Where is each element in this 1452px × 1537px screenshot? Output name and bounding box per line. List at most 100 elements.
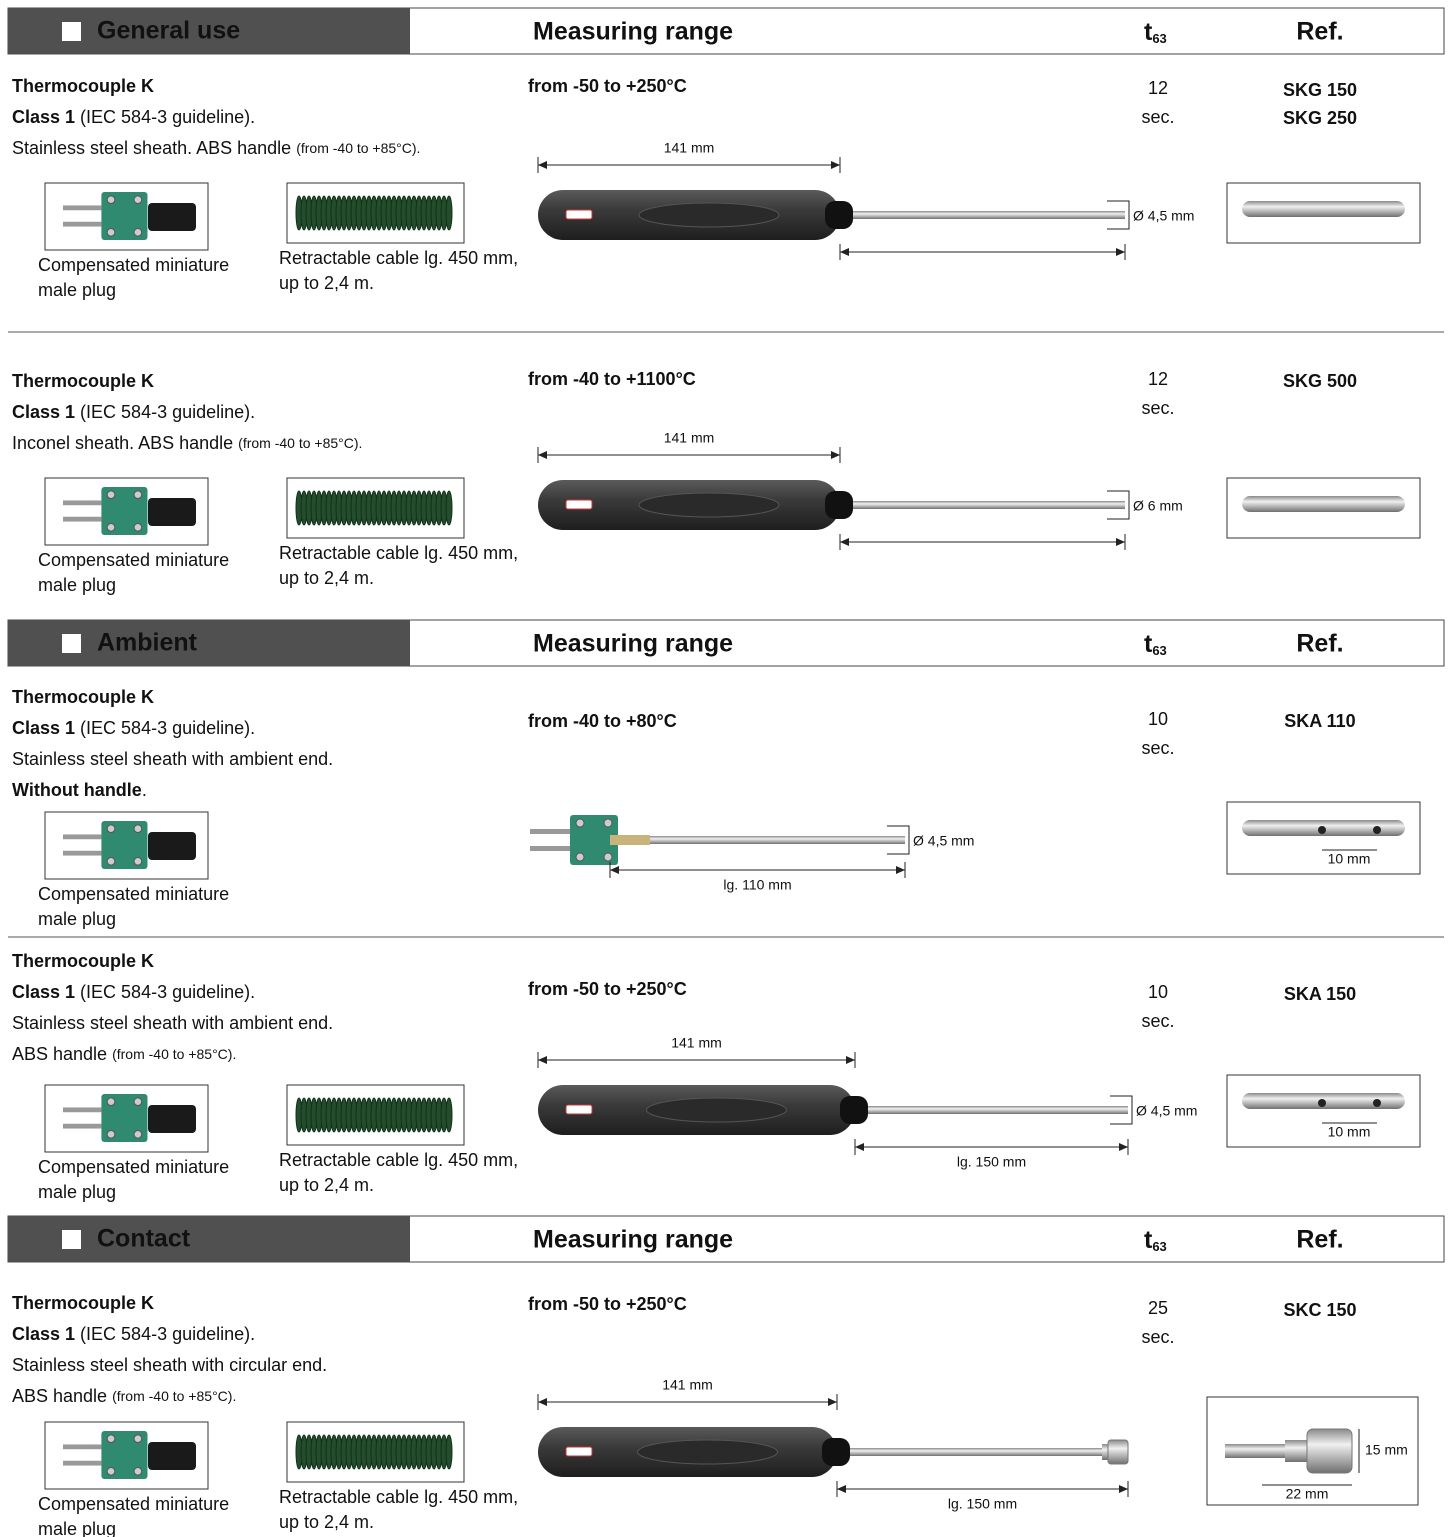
description-line: Inconel sheath. ABS handle (from -40 to +… xyxy=(12,433,362,453)
screw xyxy=(133,1466,143,1476)
cable-coil xyxy=(445,1434,453,1470)
accessory-caption: Compensated miniature xyxy=(38,550,229,570)
description-line: Thermocouple K xyxy=(12,76,154,96)
screw xyxy=(106,522,116,532)
description-text: ABS handle xyxy=(12,1044,107,1064)
description-text: Stainless steel sheath with ambient end. xyxy=(12,749,333,769)
description-text: Thermocouple K xyxy=(12,371,154,391)
pin xyxy=(63,834,102,840)
probe-rod xyxy=(850,1448,1102,1456)
column-heading: Ref. xyxy=(1296,630,1343,658)
description-text: Class 1 xyxy=(12,402,75,422)
dimension-label: Ø 4,5 mm xyxy=(913,833,974,849)
accessory-caption: Retractable cable lg. 450 mm, xyxy=(279,1487,518,1507)
response-time: 10 xyxy=(1148,709,1168,729)
time-sub: 63 xyxy=(1152,643,1166,658)
pin xyxy=(530,829,570,834)
handle-grip xyxy=(637,1439,778,1465)
screw xyxy=(106,227,116,237)
description-text: (IEC 584-3 guideline). xyxy=(80,982,255,1002)
dimension-label: 10 mm xyxy=(1328,851,1371,867)
screw xyxy=(133,824,143,834)
logo-plate xyxy=(565,1446,593,1457)
measuring-range: from -50 to +250°C xyxy=(528,1294,687,1314)
screw xyxy=(106,1129,116,1139)
plug-boot xyxy=(148,203,196,231)
screw xyxy=(133,490,143,500)
header-square xyxy=(62,634,81,653)
description-text: Stainless steel sheath. ABS handle xyxy=(12,138,291,158)
probe-rod xyxy=(868,1106,1128,1114)
handle-grip xyxy=(638,202,780,228)
dimension-label: 15 mm xyxy=(1365,1442,1408,1458)
cable-coil xyxy=(445,195,453,231)
dimension-label: Ø 4,5 mm xyxy=(1136,1103,1197,1119)
column-heading: Ref. xyxy=(1296,1226,1343,1254)
accessory-caption: up to 2,4 m. xyxy=(279,1175,374,1195)
column-heading: t63 xyxy=(1144,1226,1167,1255)
screw xyxy=(106,1434,116,1444)
screw xyxy=(106,1097,116,1107)
ref-hole xyxy=(1318,1099,1326,1107)
response-unit: sec. xyxy=(1141,738,1174,758)
description-text: . xyxy=(142,780,147,800)
description-line: ABS handle (from -40 to +85°C). xyxy=(12,1386,236,1406)
pin xyxy=(63,1460,102,1466)
screw xyxy=(106,824,116,834)
response-unit: sec. xyxy=(1141,107,1174,127)
description-line: Class 1 (IEC 584-3 guideline). xyxy=(12,982,255,1002)
response-unit: sec. xyxy=(1141,1327,1174,1347)
column-heading: Measuring range xyxy=(533,1226,733,1254)
accessory-caption: up to 2,4 m. xyxy=(279,1512,374,1532)
ref-rod xyxy=(1225,1444,1285,1458)
screw xyxy=(133,1129,143,1139)
dimension-label: 141 mm xyxy=(664,430,715,446)
description-line: Thermocouple K xyxy=(12,687,154,707)
ref-tip xyxy=(1306,1428,1353,1474)
handle-grip xyxy=(646,1097,787,1123)
screw xyxy=(603,818,613,828)
screw xyxy=(133,195,143,205)
description-text: (IEC 584-3 guideline). xyxy=(80,107,255,127)
plug-boot xyxy=(148,832,196,860)
description-line: Class 1 (IEC 584-3 guideline). xyxy=(12,107,255,127)
reference: SKG 150 xyxy=(1283,80,1357,100)
handle-boot xyxy=(825,201,853,229)
dimension-label: lg. 150 mm xyxy=(957,1154,1026,1170)
description-line: Class 1 (IEC 584-3 guideline). xyxy=(12,402,255,422)
accessory-caption: male plug xyxy=(38,1182,116,1202)
diameter-marker xyxy=(887,825,910,855)
accessory-caption: male plug xyxy=(38,575,116,595)
time-sub: 63 xyxy=(1152,1239,1166,1254)
measuring-range: from -40 to +1100°C xyxy=(528,369,696,389)
description-line: Thermocouple K xyxy=(12,1293,154,1313)
dimension-label: 10 mm xyxy=(1328,1124,1371,1140)
handle-boot xyxy=(825,491,853,519)
time-base: t xyxy=(1144,1226,1153,1254)
measuring-range: from -40 to +80°C xyxy=(528,711,677,731)
section-title: Ambient xyxy=(97,629,198,657)
screw xyxy=(106,856,116,866)
plug-body xyxy=(570,815,618,865)
description-line: Thermocouple K xyxy=(12,371,154,391)
response-time: 12 xyxy=(1148,369,1168,389)
pin xyxy=(63,516,102,522)
description-line: Stainless steel sheath with ambient end. xyxy=(12,1013,333,1033)
description-text: Stainless steel sheath with ambient end. xyxy=(12,1013,333,1033)
logo-plate xyxy=(565,1104,593,1115)
column-heading: Measuring range xyxy=(533,18,733,46)
logo-plate xyxy=(565,209,593,220)
description-text: Thermocouple K xyxy=(12,1293,154,1313)
time-sub: 63 xyxy=(1152,31,1166,46)
screw xyxy=(603,852,613,862)
section-title: General use xyxy=(97,17,240,45)
screw xyxy=(575,818,585,828)
column-heading: Measuring range xyxy=(533,630,733,658)
dimension-label: lg. 110 mm xyxy=(723,877,791,893)
description-line: Without handle. xyxy=(12,780,147,800)
plug-boot xyxy=(148,1105,196,1133)
pin xyxy=(530,846,570,851)
accessory-caption: Compensated miniature xyxy=(38,884,229,904)
